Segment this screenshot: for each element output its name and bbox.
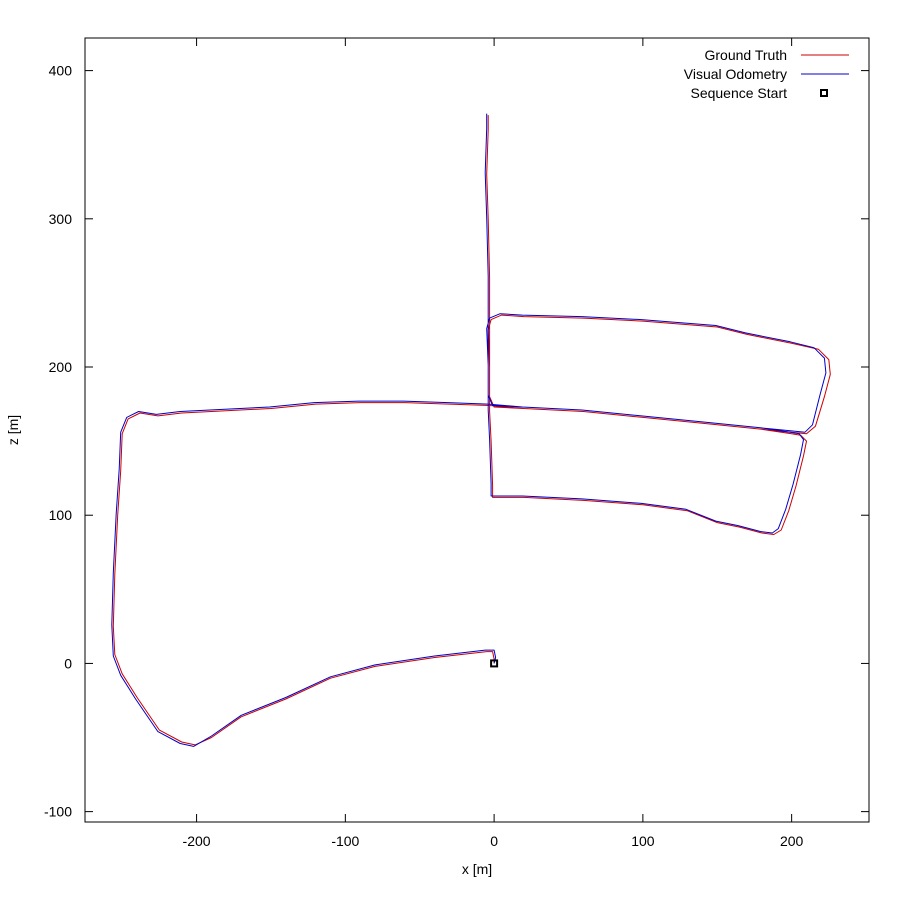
series-line-visual-odometry — [111, 113, 827, 747]
x-axis-label: x [m] — [462, 861, 492, 877]
y-tick-label: 0 — [64, 655, 72, 671]
legend-label-sequence-start: Sequence Start — [690, 85, 787, 101]
legend: Ground Truth Visual Odometry Sequence St… — [684, 47, 849, 101]
x-tick-label: -100 — [331, 833, 359, 849]
y-tick-label: -100 — [44, 804, 72, 820]
series-layer — [111, 113, 831, 747]
plot-frame — [84, 37, 870, 823]
x-tick-label: 0 — [490, 833, 498, 849]
x-tick-label: -200 — [183, 833, 211, 849]
y-tick-label: 300 — [49, 211, 73, 227]
legend-label-visual-odometry: Visual Odometry — [684, 66, 787, 82]
y-tick-label: 400 — [49, 63, 73, 79]
legend-label-ground-truth: Ground Truth — [705, 47, 788, 63]
legend-swatch-sequence-start — [820, 89, 828, 97]
series-line-ground-truth — [112, 115, 831, 746]
y-axis-label: z [m] — [5, 415, 21, 445]
marker-sequence-start — [490, 659, 499, 668]
x-tick-label: 200 — [780, 833, 804, 849]
x-tick-label: 100 — [631, 833, 655, 849]
axis-ticks: -200 -100 0 100 200 -100 0 100 200 300 400 — [44, 38, 869, 849]
y-tick-label: 200 — [49, 359, 73, 375]
marker-layer — [490, 659, 499, 668]
y-tick-label: 100 — [49, 507, 73, 523]
